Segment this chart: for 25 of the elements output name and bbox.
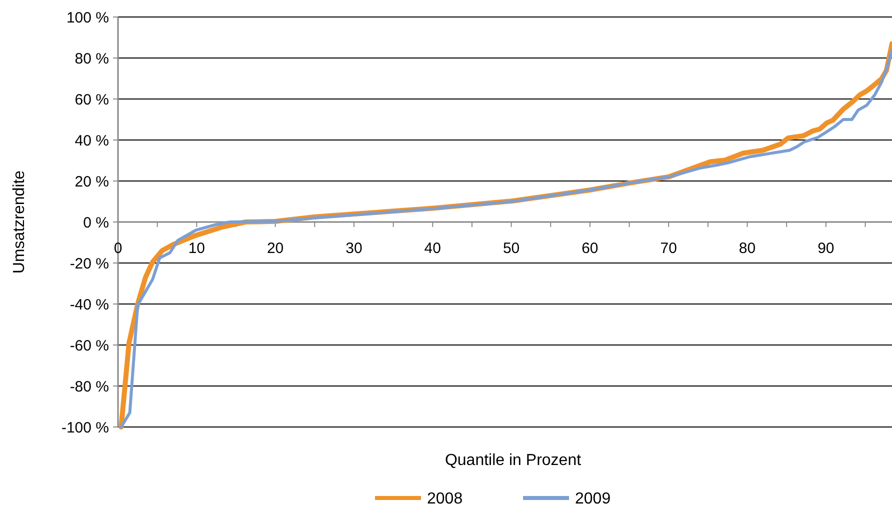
- x-tick-label: 0: [114, 240, 122, 257]
- x-tick-label: 20: [266, 240, 284, 257]
- x-tick-label: 80: [738, 240, 756, 257]
- x-tick-label: 90: [818, 240, 834, 257]
- y-tick-label: -60 %: [70, 337, 109, 354]
- x-tick-label: 40: [424, 240, 441, 257]
- x-tick-label: 50: [502, 240, 520, 257]
- y-tick-label: -80 %: [70, 378, 109, 396]
- x-tick-label: 60: [582, 240, 598, 257]
- y-tick-label: 60 %: [74, 91, 109, 108]
- y-tick-label: 20 %: [74, 173, 109, 190]
- y-tick-label: -20 %: [70, 255, 109, 272]
- y-tick-label: 80 %: [74, 50, 109, 68]
- legend-label: 2008: [427, 490, 463, 508]
- y-tick-label: -40 %: [70, 296, 109, 314]
- y-tick-label: 0 %: [83, 214, 109, 232]
- y-tick-label: -100 %: [61, 419, 109, 436]
- x-tick-label: 70: [660, 240, 677, 257]
- x-tick-label: 30: [346, 240, 362, 257]
- y-axis-title: Umsatzrendite: [11, 170, 28, 274]
- x-tick-label: 10: [188, 240, 205, 257]
- y-tick-label: 40 %: [74, 132, 109, 150]
- y-tick-label: 100 %: [66, 9, 109, 26]
- legend-label: 2009: [575, 490, 611, 508]
- x-axis-title: Quantile in Prozent: [444, 452, 582, 469]
